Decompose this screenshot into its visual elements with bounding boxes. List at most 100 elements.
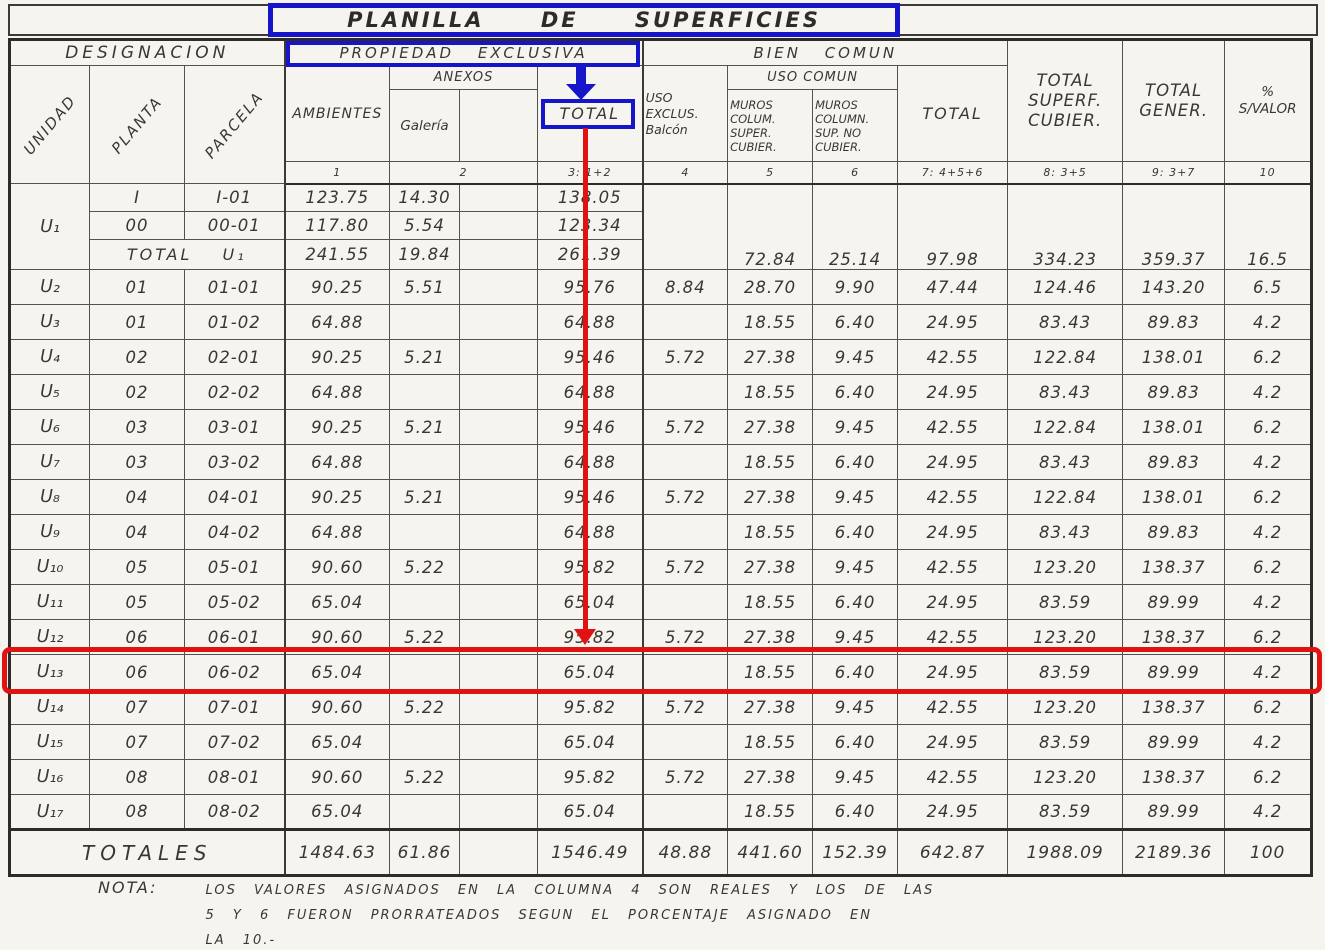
cell-total-bien-comun: 24.95	[897, 514, 1009, 550]
cell-pct: 100	[1224, 828, 1313, 876]
cell-parcela: 04-01	[183, 479, 286, 515]
title-highlight-box: PLANILLA DE SUPERFICIES	[268, 3, 900, 37]
cell-ambientes: 64.88	[284, 514, 391, 550]
col-header-total-gener: TOTAL GENER.	[1122, 39, 1226, 162]
cell-ambientes: 117.80	[284, 211, 391, 240]
cell-total-superf: 122.84	[1007, 339, 1124, 375]
col-header-uso-comun: USO COMUN	[727, 65, 899, 90]
cell-muros-no-cubier: 6.40	[812, 304, 899, 340]
col-header-muros-cubier: MUROS COLUM. SUPER. CUBIER.	[727, 89, 814, 162]
cell-ambientes: 64.88	[284, 374, 391, 410]
cell-ambientes: 90.25	[284, 409, 391, 445]
cell-pct: 4.2	[1224, 584, 1313, 620]
unit-row: U₁₇ 08 08-02 65.04 65.04 18.55 6.40 24.9…	[9, 794, 1313, 830]
col-header-uso-exclus-balcon: USO EXCLUS. Balcón	[642, 65, 729, 162]
cell-muros-cubier: 441.60	[727, 828, 814, 876]
cell-planta: 04	[89, 514, 185, 550]
cell-muros-no-cubier: 6.40	[812, 374, 899, 410]
cell-ambientes: 90.60	[284, 549, 391, 585]
cell-parcela: 01-01	[183, 269, 286, 305]
cell-pct: 4.2	[1224, 794, 1313, 830]
cell-ambientes: 90.60	[284, 689, 391, 725]
cell-galeria	[389, 514, 461, 550]
cell-anexos-2	[459, 479, 539, 515]
cell-total-bien-comun: 42.55	[897, 479, 1009, 515]
red-row-highlight-box-u13	[2, 647, 1322, 694]
cell-parcela: 08-01	[183, 759, 286, 795]
unit-row: U₅ 02 02-02 64.88 64.88 18.55 6.40 24.95…	[9, 374, 1313, 410]
cell-muros-cubier: 18.55	[727, 374, 814, 410]
cell-muros-no-cubier: 9.45	[812, 409, 899, 445]
cell-parcela: 08-02	[183, 794, 286, 830]
unit-row: U₁₁ 05 05-02 65.04 65.04 18.55 6.40 24.9…	[9, 584, 1313, 620]
cell-total-bien-comun: 24.95	[897, 444, 1009, 480]
cell-unidad: U₁₁	[9, 584, 90, 620]
red-arrowhead-icon	[574, 629, 596, 645]
cell-parcela: 03-01	[183, 409, 286, 445]
cell-total-propiedad: 64.88	[537, 304, 644, 340]
cell-uso-exclus	[642, 514, 729, 550]
cell-total-gener: 138.37	[1122, 689, 1226, 725]
table-row-u1b: 00 00-01 117.80 5.54 123.34	[10, 211, 1312, 240]
cell-total-superf: 83.59	[1007, 794, 1124, 830]
cell-galeria: 61.86	[389, 828, 461, 876]
cell-total-gener: 143.20	[1122, 269, 1226, 305]
cell-muros-cubier: 18.55	[727, 444, 814, 480]
cell-muros-cubier: 27.38	[727, 549, 814, 585]
cell-ambientes: 1484.63	[284, 828, 391, 876]
cell-unidad: U₁₆	[9, 759, 90, 795]
unit-row: U₂ 01 01-01 90.25 5.51 95.76 8.84 28.70 …	[9, 269, 1313, 305]
cell-muros-no-cubier: 9.45	[812, 339, 899, 375]
col-header-bien-comun: BIEN COMUN	[642, 39, 1009, 66]
cell-unidad: U₆	[9, 409, 90, 445]
cell-galeria	[389, 304, 461, 340]
cell-muros-no-cubier: 9.45	[812, 549, 899, 585]
cell-total-bien-comun: 642.87	[897, 828, 1009, 876]
cell-galeria: 5.21	[389, 409, 461, 445]
cell-galeria: 19.84	[389, 239, 461, 270]
cell-uso-exclus	[642, 304, 729, 340]
cell-total-propiedad: 65.04	[537, 654, 644, 690]
cell-total-gener: 359.37	[1122, 183, 1226, 270]
cell-parcela: 02-01	[183, 339, 286, 375]
cell-planta: 02	[89, 339, 185, 375]
cell-total-bien-comun: 24.95	[897, 304, 1009, 340]
cell-uso-exclus	[642, 724, 729, 760]
cell-total-superf: 83.59	[1007, 584, 1124, 620]
cell-unidad: U₁₀	[9, 549, 90, 585]
col-formula-10: 10	[1224, 161, 1313, 185]
cell-galeria: 5.22	[389, 759, 461, 795]
cell-ambientes: 65.04	[284, 794, 391, 830]
cell-galeria	[389, 724, 461, 760]
cell-unidad: U₁₅	[9, 724, 90, 760]
cell-unidad: U₁	[9, 183, 90, 270]
cell-total-superf: 83.43	[1007, 374, 1124, 410]
cell-pct: 6.2	[1224, 689, 1313, 725]
cell-muros-no-cubier: 6.40	[812, 794, 899, 830]
cell-parcela: I-01	[183, 183, 286, 212]
cell-galeria	[389, 794, 461, 830]
cell-planta: 05	[89, 549, 185, 585]
cell-galeria: 5.21	[389, 479, 461, 515]
cell-total-u1-label: TOTAL U₁	[88, 239, 286, 270]
cell-galeria: 5.21	[389, 339, 461, 375]
cell-unidad: U₇	[9, 444, 90, 480]
cell-pct: 4.2	[1224, 444, 1313, 480]
cell-anexos-2	[459, 374, 539, 410]
cell-total-superf: 123.20	[1007, 619, 1124, 655]
cell-galeria: 5.51	[389, 269, 461, 305]
cell-total-superf: 83.43	[1007, 444, 1124, 480]
cell-muros-cubier: 72.84	[727, 183, 814, 270]
blue-arrow-down-icon	[576, 66, 586, 85]
cell-parcela: 00-01	[183, 211, 286, 240]
cell-total-propiedad: 64.88	[537, 374, 644, 410]
cell-uso-exclus	[642, 374, 729, 410]
cell-parcela: 02-02	[183, 374, 286, 410]
cell-ambientes: 90.25	[284, 339, 391, 375]
cell-total-gener: 89.99	[1122, 724, 1226, 760]
cell-total-bien-comun: 24.95	[897, 374, 1009, 410]
cell-pct: 6.2	[1224, 339, 1313, 375]
cell-total-gener: 89.99	[1122, 654, 1226, 690]
table-row-u1-total: TOTAL U₁ 241.55 19.84 261.39	[10, 239, 1312, 270]
col-header-planta: PLANTA	[89, 65, 185, 184]
